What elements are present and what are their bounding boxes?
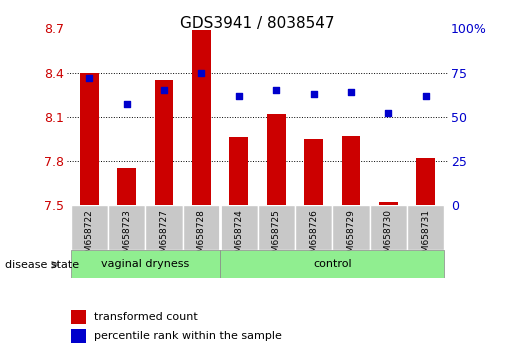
Text: transformed count: transformed count [94,312,197,322]
Text: GSM658723: GSM658723 [122,209,131,264]
Text: disease state: disease state [5,260,79,270]
Point [160,87,168,93]
Bar [258,205,295,250]
Bar [154,80,174,205]
Bar [230,137,248,205]
Text: GSM658725: GSM658725 [272,209,281,264]
Point [85,75,94,81]
Bar [71,205,108,250]
Text: GSM658724: GSM658724 [234,209,243,264]
Bar [379,202,398,205]
Bar [71,310,86,324]
Point [235,93,243,98]
Text: GDS3941 / 8038547: GDS3941 / 8038547 [180,16,335,31]
Point [310,91,318,97]
Bar [220,250,444,278]
Bar [80,73,99,205]
Bar [220,205,258,250]
Point [421,93,430,98]
Text: GSM658727: GSM658727 [160,209,168,264]
Text: vaginal dryness: vaginal dryness [101,259,190,269]
Text: GSM658730: GSM658730 [384,209,393,264]
Point [347,89,355,95]
Text: percentile rank within the sample: percentile rank within the sample [94,331,282,341]
Bar [117,169,136,205]
Text: GSM658731: GSM658731 [421,209,430,264]
Text: GSM658728: GSM658728 [197,209,206,264]
Bar [370,205,407,250]
Bar [416,158,435,205]
Bar [332,205,370,250]
Bar [71,329,86,343]
Point [123,102,131,107]
Bar [407,205,444,250]
Bar [304,139,323,205]
Point [272,87,280,93]
Bar [71,250,220,278]
Bar [108,205,145,250]
Point [197,70,205,75]
Text: control: control [313,259,352,269]
Bar [183,205,220,250]
Text: GSM658726: GSM658726 [309,209,318,264]
Text: GSM658722: GSM658722 [85,209,94,264]
Point [384,110,392,116]
Bar [295,205,332,250]
Bar [192,30,211,205]
Bar [341,136,360,205]
Bar [145,205,183,250]
Bar [267,114,285,205]
Text: GSM658729: GSM658729 [347,209,355,264]
